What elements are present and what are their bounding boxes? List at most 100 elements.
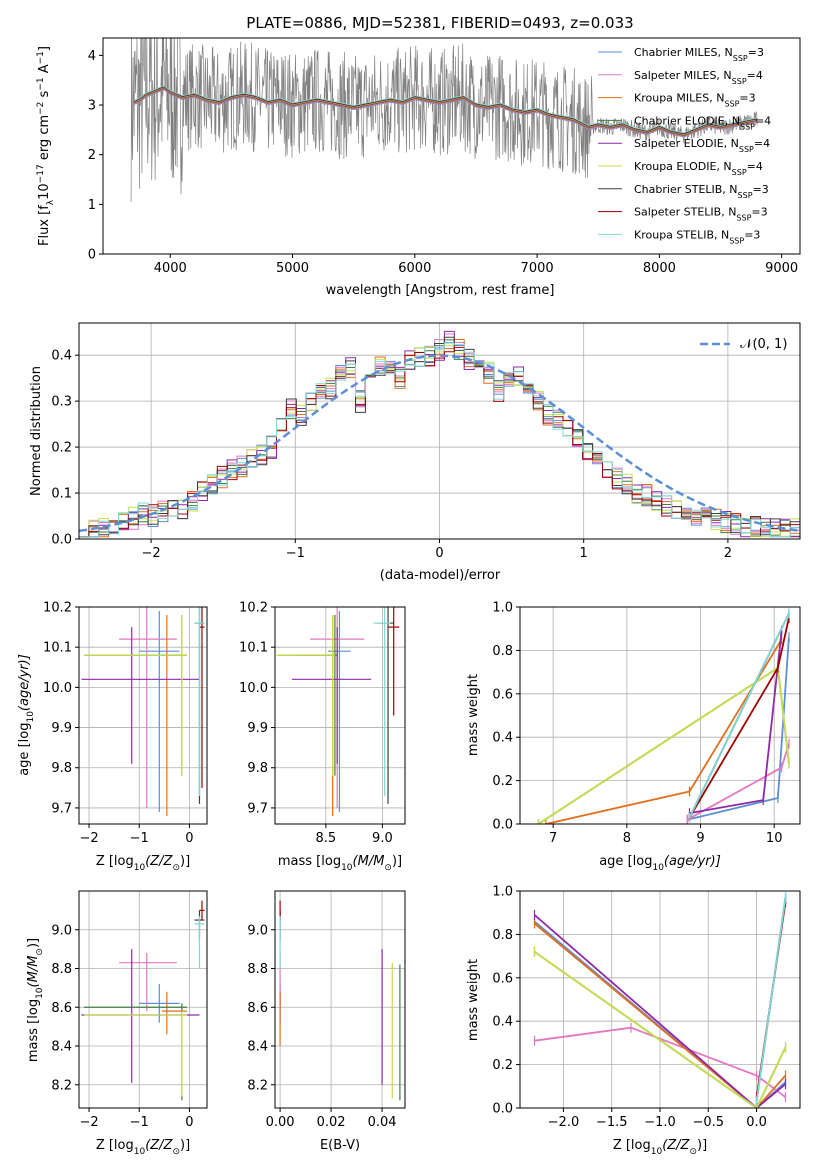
y-tick-label: 8.6 xyxy=(51,1001,72,1016)
model-line-kroupa_stelib xyxy=(133,85,758,134)
x-tick-label: 10 xyxy=(766,831,783,846)
y-tick-label: 8.4 xyxy=(247,1040,268,1055)
x-tick-label: 8000 xyxy=(643,261,676,276)
x-tick-label: 0.0 xyxy=(746,1115,767,1130)
x-tick-label: −0.5 xyxy=(692,1115,724,1130)
legend-entry: Chabrier MILES, NSSP=3 xyxy=(634,46,764,63)
weight_vs_age-frame xyxy=(519,606,801,825)
x-axis-label: (data-model)/error xyxy=(380,568,501,583)
y-tick-label: 0.3 xyxy=(51,395,72,410)
y-tick-label: 8.2 xyxy=(247,1078,268,1093)
x-axis-label: mass [log10(M/M⊙)] xyxy=(278,854,402,873)
x-tick-label: 0 xyxy=(435,546,443,561)
x-tick-label: 0 xyxy=(185,1115,193,1130)
plot-area xyxy=(537,608,790,824)
y-tick-label: 1.0 xyxy=(492,601,513,616)
plot-area xyxy=(130,38,758,202)
legend-entry: Kroupa STELIB, NSSP=3 xyxy=(634,228,760,245)
x-tick-label: 4000 xyxy=(154,261,187,276)
y-tick-label: 1.0 xyxy=(492,885,513,900)
x-tick-label: −1 xyxy=(130,1115,149,1130)
y-tick-label: 0.4 xyxy=(51,349,72,364)
x-axis-label: Z [log10(Z/Z⊙)] xyxy=(613,1138,707,1157)
y-tick-label: 3 xyxy=(88,99,96,114)
y-tick-label: 9.8 xyxy=(51,761,72,776)
x-tick-label: −2 xyxy=(79,831,98,846)
x-axis-label: age [log10(age/yr)] xyxy=(599,854,721,873)
x-tick-label: 0.02 xyxy=(317,1115,346,1130)
x-tick-label: −1.5 xyxy=(596,1115,628,1130)
mass_vs_ebv-frame xyxy=(274,890,406,1109)
y-tick-label: 0.0 xyxy=(492,1102,513,1117)
residual-frame xyxy=(78,322,801,540)
y-axis-label: mass weight xyxy=(466,959,481,1041)
y-tick-label: 0.0 xyxy=(492,818,513,833)
weight-line-salpeter_miles xyxy=(534,1026,787,1098)
spectrum-frame xyxy=(102,37,801,255)
y-tick-label: 9.9 xyxy=(51,721,72,736)
y-tick-label: 9.8 xyxy=(247,761,268,776)
observed-spectrum-line xyxy=(130,38,758,202)
x-tick-label: 2 xyxy=(724,546,732,561)
x-tick-label: −1 xyxy=(286,546,305,561)
x-tick-label: 0.04 xyxy=(368,1115,397,1130)
legend-entry: Chabrier ELODIE, NSSP=4 xyxy=(634,114,771,130)
legend-entry: Salpeter MILES, NSSP=4 xyxy=(634,69,763,86)
y-tick-label: 0.2 xyxy=(492,1058,513,1073)
y-tick-label: 9.0 xyxy=(247,923,268,938)
age_vs_mass-frame xyxy=(274,606,406,825)
plot-area xyxy=(81,900,205,1101)
y-tick-label: 0 xyxy=(88,248,96,263)
y-tick-label: 10.1 xyxy=(239,641,268,656)
x-axis-label: wavelength [Angstrom, rest frame] xyxy=(326,283,555,298)
x-tick-label: 9 xyxy=(696,831,704,846)
y-tick-label: 9.7 xyxy=(51,801,72,816)
y-tick-label: 4 xyxy=(88,49,96,64)
weight-line-salpeter_elodie xyxy=(533,914,787,1108)
chart-title: PLATE=0886, MJD=52381, FIBERID=0493, z=0… xyxy=(246,14,633,32)
x-tick-label: −2 xyxy=(142,546,161,561)
legend-entry: Chabrier STELIB, NSSP=3 xyxy=(634,183,769,200)
x-tick-label: 9.0 xyxy=(372,831,393,846)
x-axis-label: E(B-V) xyxy=(320,1138,360,1153)
plot-area xyxy=(276,607,400,816)
plot-area xyxy=(533,892,787,1108)
y-tick-label: 0.1 xyxy=(51,487,72,502)
legend-entry: Salpeter ELODIE, NSSP=4 xyxy=(634,137,770,154)
y-tick-label: 10.2 xyxy=(239,601,268,616)
y-axis-label: age [log10(age/yr)] xyxy=(17,654,36,776)
y-tick-label: 8.2 xyxy=(51,1078,72,1093)
legend-entry: Salpeter STELIB, NSSP=3 xyxy=(634,206,768,223)
x-tick-label: 7000 xyxy=(521,261,554,276)
x-tick-label: −1 xyxy=(130,831,149,846)
y-tick-label: 0.8 xyxy=(492,928,513,943)
x-tick-label: 5000 xyxy=(276,261,309,276)
x-tick-label: 8 xyxy=(623,831,631,846)
y-tick-label: 10.0 xyxy=(239,681,268,696)
y-tick-label: 0.8 xyxy=(492,644,513,659)
x-tick-label: −2 xyxy=(79,1115,98,1130)
x-axis-label: Z [log10(Z/Z⊙)] xyxy=(96,1138,190,1157)
y-tick-label: 0.6 xyxy=(492,971,513,986)
weight_vs_Z-frame xyxy=(519,890,801,1109)
plot-area xyxy=(279,900,401,1101)
y-tick-label: 10.0 xyxy=(43,681,72,696)
normal-distribution-curve xyxy=(79,354,800,533)
y-tick-label: 2 xyxy=(88,148,96,163)
weight-line-kroupa_elodie xyxy=(533,951,787,1108)
y-tick-label: 8.8 xyxy=(51,962,72,977)
y-tick-label: 10.2 xyxy=(43,601,72,616)
y-axis-label: mass weight xyxy=(466,674,481,756)
y-tick-label: 8.6 xyxy=(247,1001,268,1016)
y-tick-label: 8.4 xyxy=(51,1040,72,1055)
histogram-salpeter_stelib xyxy=(79,346,800,538)
mass_vs_Z-frame xyxy=(78,890,208,1109)
y-tick-label: 1 xyxy=(88,198,96,213)
x-tick-label: 0.00 xyxy=(266,1115,295,1130)
x-tick-label: 6000 xyxy=(398,261,431,276)
x-tick-label: 0 xyxy=(185,831,193,846)
y-tick-label: 0.4 xyxy=(492,731,513,746)
y-tick-label: 9.7 xyxy=(247,801,268,816)
x-tick-label: −1.0 xyxy=(644,1115,676,1130)
